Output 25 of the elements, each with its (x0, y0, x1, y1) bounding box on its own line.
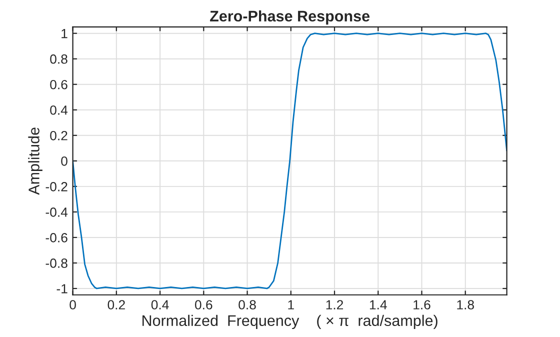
x-tick-label: 1.4 (370, 300, 387, 310)
chart-title: Zero-Phase Response (210, 10, 370, 25)
y-tick-label: -1 (56, 284, 68, 294)
x-tick-label: 1 (288, 300, 294, 310)
y-tick-label: 0.4 (50, 105, 68, 115)
x-tick-label: 1.2 (326, 300, 344, 310)
x-tick-label: 1.6 (414, 300, 430, 310)
x-tick-label: 0.6 (195, 300, 212, 310)
x-tick-label: 1.8 (457, 300, 474, 310)
x-tick-label: 0.2 (108, 300, 125, 310)
x-axis-title: Normalized Frequency ( × π rad/sample) (142, 314, 438, 330)
x-tick-label: 0 (70, 300, 76, 310)
y-tick-label: -0.8 (46, 258, 68, 268)
line-series (72, 32, 507, 290)
y-tick-label: -0.6 (46, 233, 68, 242)
y-axis-title: Amplitude (28, 128, 42, 195)
x-tick-label: 0.4 (151, 300, 169, 310)
y-tick-label: -0.2 (46, 182, 68, 192)
y-tick-label: 0.6 (50, 80, 68, 90)
y-tick-label: -0.4 (46, 208, 68, 217)
x-tick-label: 0.8 (238, 300, 256, 310)
y-tick-label: 0.2 (50, 130, 68, 140)
y-tick-label: 1 (62, 29, 68, 38)
y-tick-label: 0.8 (50, 54, 68, 64)
y-tick-label: 0 (61, 156, 68, 166)
